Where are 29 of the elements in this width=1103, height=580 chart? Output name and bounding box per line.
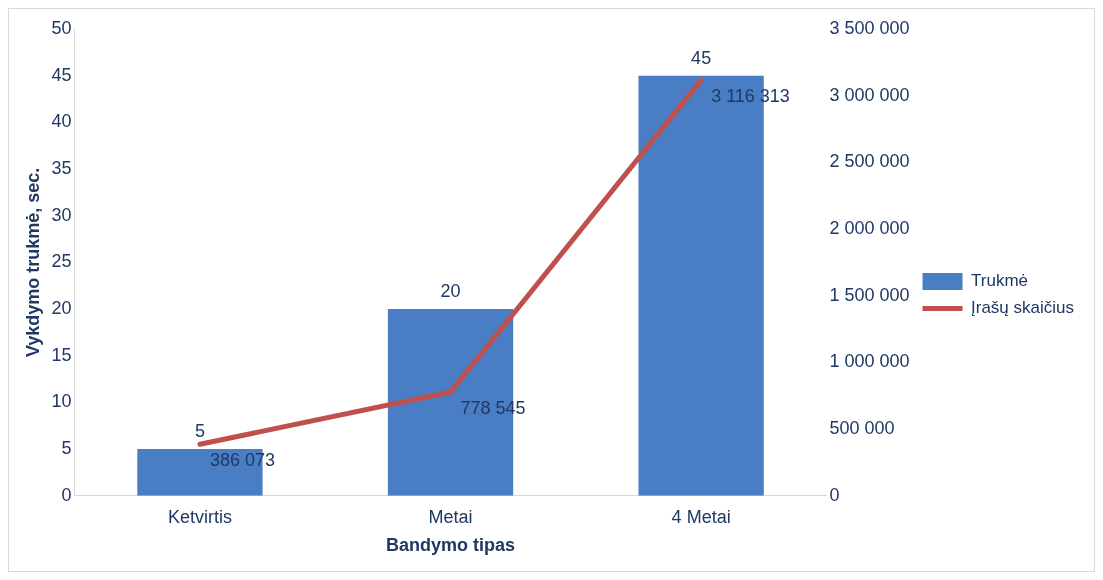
y-tick-label: 0 [61,484,72,505]
y-tick-label: 10 [51,391,72,412]
x-tick-label: Metai [428,506,473,527]
y2-tick-label: 2 500 000 [829,151,910,172]
data-label: 45 [691,47,712,68]
y2-tick-label: 500 000 [829,418,895,439]
y2-tick-label: 1 500 000 [829,284,910,305]
y-tick-label: 40 [51,111,72,132]
y-tick-label: 35 [51,158,72,179]
y-tick-label: 25 [51,251,72,272]
y-tick-label: 50 [51,17,72,38]
data-label: 5 [194,421,205,442]
y2-tick-label: 2 000 000 [829,218,910,239]
y-tick-label: 5 [61,438,72,459]
legend-label: Trukmė [971,271,1029,291]
y-tick-label: 20 [51,298,72,319]
y-tick-label: 30 [51,204,72,225]
y2-tick-label: 0 [829,484,840,505]
data-label: 20 [440,281,461,302]
x-axis-title: Bandymo tipas [386,535,516,556]
y-axis-title: Vykdymo trukmė, sec. [22,167,43,358]
y2-tick-label: 3 000 000 [829,84,910,105]
x-tick-label: Ketvirtis [167,506,232,527]
y2-tick-label: 3 500 000 [829,17,910,38]
legend-label: Įrašų skaičius [971,298,1074,318]
y2-tick-label: 1 000 000 [829,351,910,372]
y-tick-label: 45 [51,64,72,85]
x-tick-label: 4 Metai [671,506,731,527]
y-tick-label: 15 [51,344,72,365]
